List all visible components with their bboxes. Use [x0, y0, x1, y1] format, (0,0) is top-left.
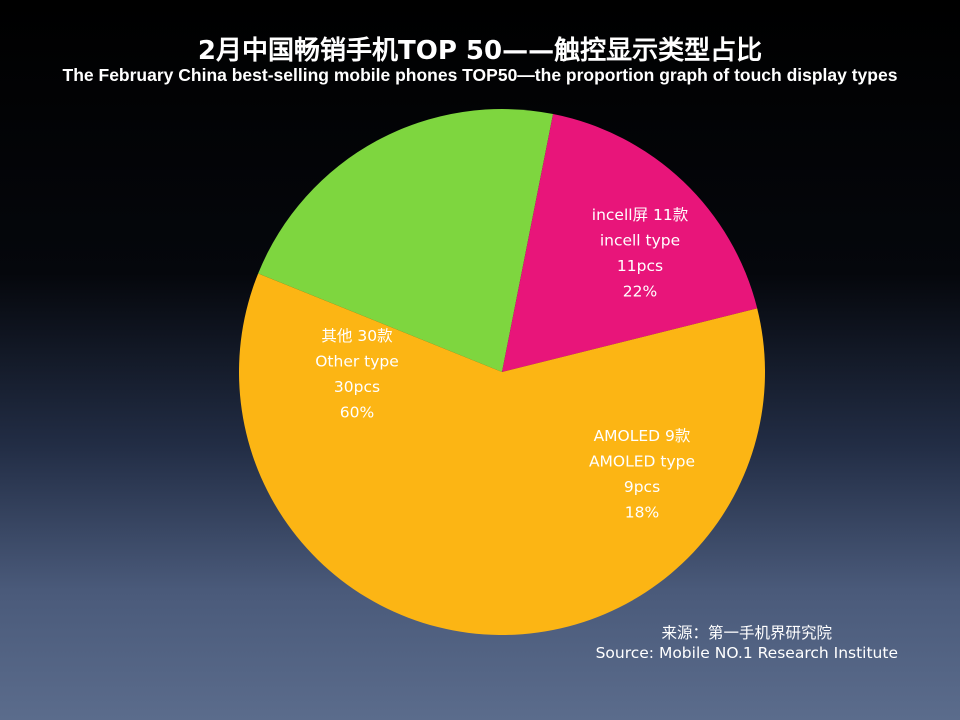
slice-label-line: incell type	[600, 232, 680, 250]
slice-label-line: 60%	[340, 404, 374, 422]
slice-label-line: incell屏 11款	[592, 206, 689, 224]
chart-subtitle: The February China best-selling mobile p…	[62, 65, 898, 85]
slice-label-line: 30pcs	[334, 378, 380, 396]
source-en: Source: Mobile NO.1 Research Institute	[595, 644, 898, 662]
slice-label-line: 11pcs	[617, 257, 663, 275]
slice-label-line: 18%	[625, 504, 659, 522]
slice-label-line: 22%	[623, 283, 657, 301]
source-zh: 来源：第一手机界研究院	[661, 624, 832, 642]
slice-label-amoled: AMOLED 9款 AMOLED type 9pcs 18%	[589, 427, 695, 522]
slice-label-incell: incell屏 11款 incell type 11pcs 22%	[592, 206, 689, 301]
slice-label-line: AMOLED type	[589, 453, 695, 471]
pie-slice-other	[239, 273, 766, 635]
slice-label-other: 其他 30款 Other type 30pcs 60%	[315, 327, 399, 422]
chart-title: 2月中国畅销手机TOP 50——触控显示类型占比	[197, 36, 763, 66]
slice-label-line: Other type	[315, 353, 399, 371]
slice-label-line: 9pcs	[624, 478, 660, 496]
pie-slice-amoled	[502, 114, 758, 372]
slice-label-line: 其他 30款	[321, 327, 393, 345]
slice-label-line: AMOLED 9款	[594, 427, 691, 445]
pie-slice-incell	[258, 109, 554, 372]
